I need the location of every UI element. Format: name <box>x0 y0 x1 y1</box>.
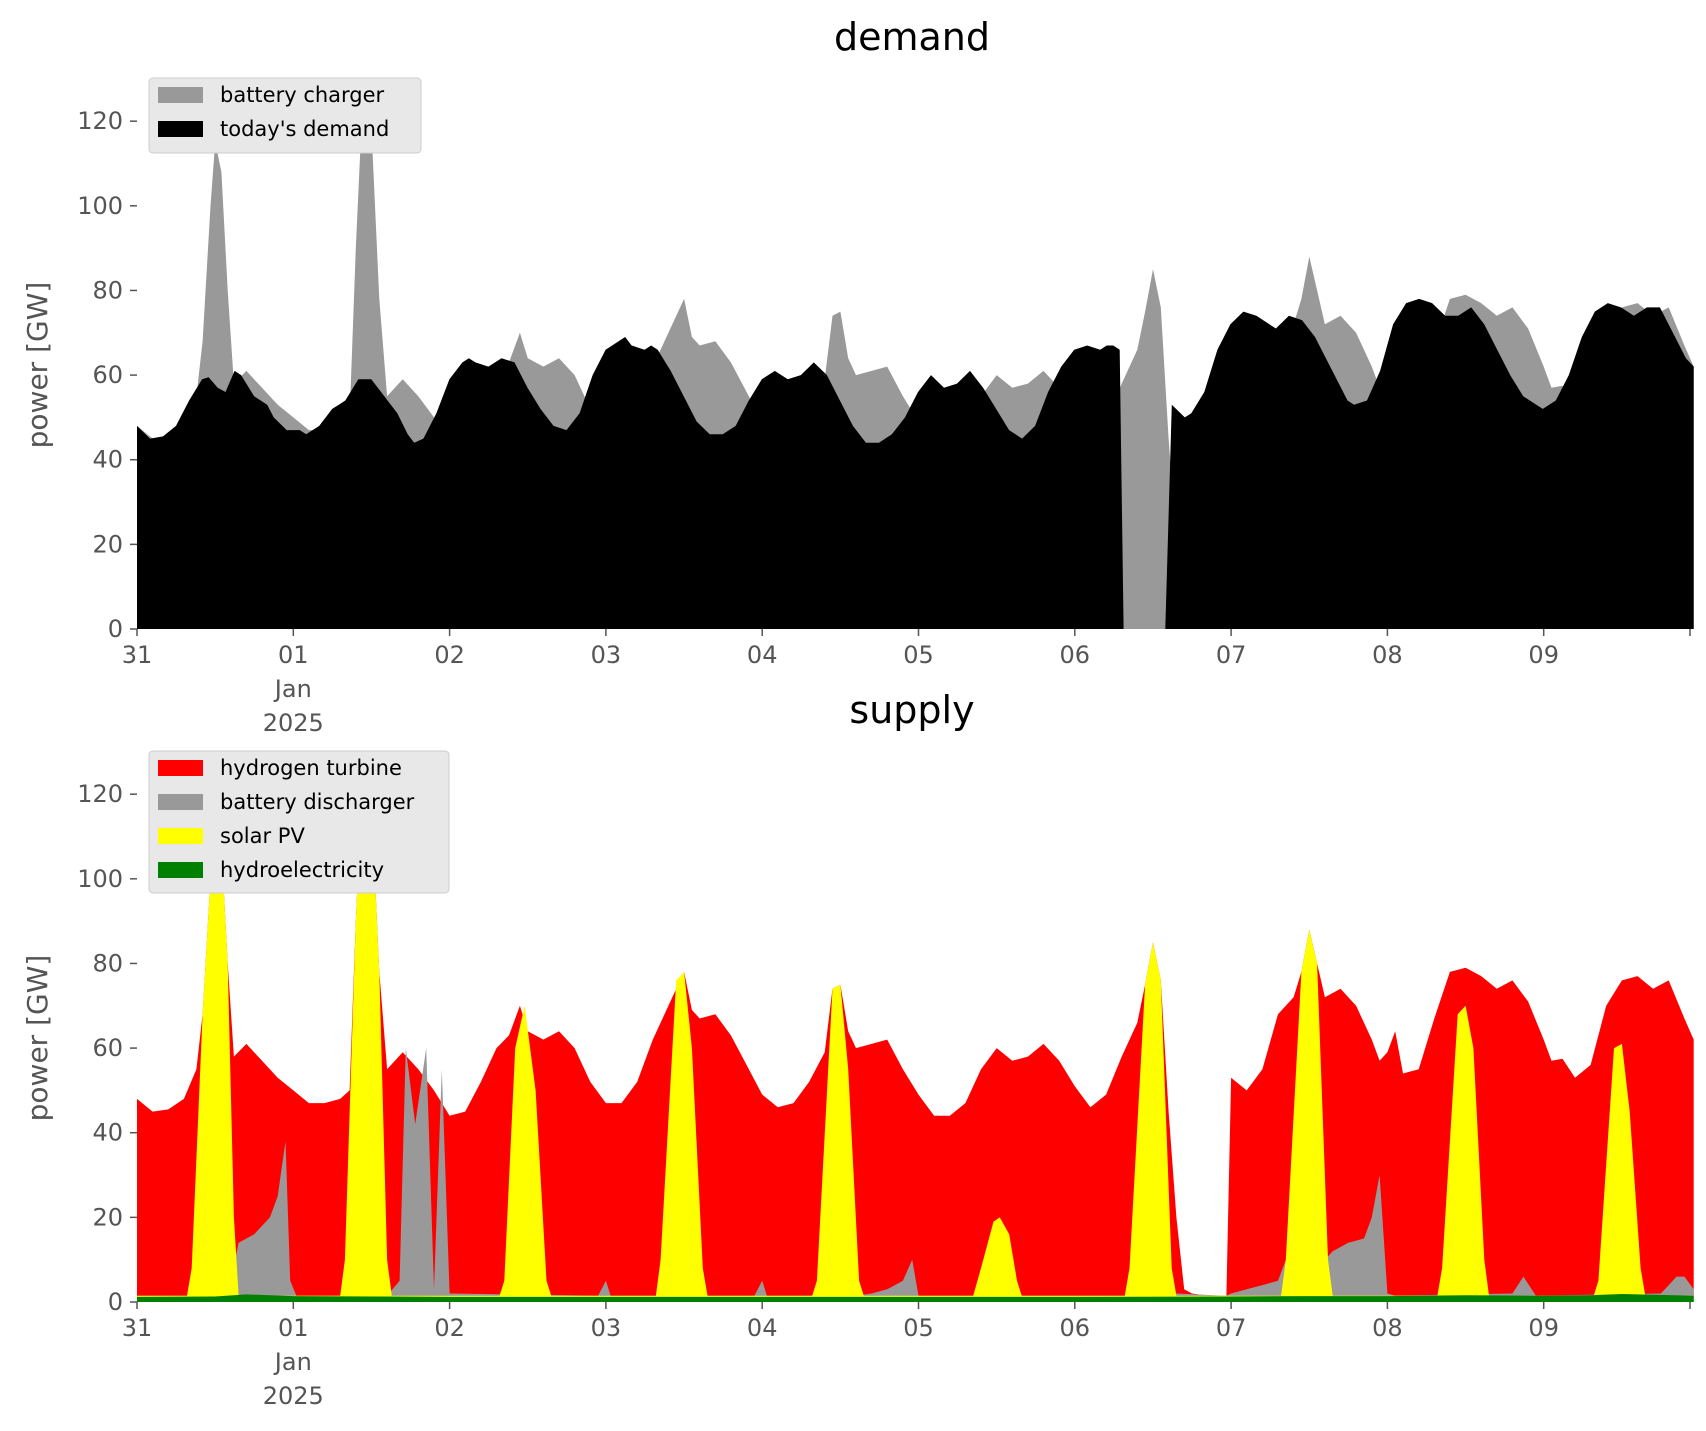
x-tick-label: 08 <box>1372 1314 1403 1342</box>
legend: hydrogen turbine battery discharger solar … <box>148 750 450 894</box>
x-tick-label: Jan <box>273 675 312 703</box>
x-tick-label: 07 <box>1216 641 1247 669</box>
y-tick-label: 120 <box>77 780 123 808</box>
x-tick-label: 06 <box>1060 1314 1091 1342</box>
legend-swatch <box>158 794 203 810</box>
y-tick-label: 60 <box>92 1034 123 1062</box>
x-tick-label: 2025 <box>263 1382 324 1410</box>
y-tick-label: 60 <box>92 361 123 389</box>
legend-label: battery discharger <box>220 790 415 814</box>
x-tick-label: 02 <box>434 1314 465 1342</box>
axes: 0 20 40 60 80 100 120 31 01 Jan 2025 02 03 04 05 06 07 08… <box>77 780 1691 1410</box>
axes: 0 20 40 60 80 100 120 31 01 Jan 2025 02 03 04 05 06 07 08… <box>77 107 1691 737</box>
legend-label: today's demand <box>220 117 389 141</box>
legend-swatch <box>158 862 203 878</box>
x-tick-label: 09 <box>1528 1314 1559 1342</box>
x-tick-label: 09 <box>1528 641 1559 669</box>
x-tick-label: Jan <box>273 1348 312 1376</box>
legend-label: hydroelectricity <box>220 858 384 882</box>
y-tick-label: 0 <box>108 615 123 643</box>
plot-area <box>137 78 1694 629</box>
legend-swatch <box>158 828 203 844</box>
legend-label: solar PV <box>220 824 305 848</box>
y-axis-label: power [GW] <box>21 282 54 449</box>
x-tick-label: 03 <box>591 1314 622 1342</box>
legend-swatch <box>158 121 203 137</box>
chart-title: supply <box>849 688 974 732</box>
y-tick-label: 80 <box>92 276 123 304</box>
legend-label: hydrogen turbine <box>220 756 402 780</box>
y-tick-label: 0 <box>108 1288 123 1316</box>
chart-title: demand <box>834 15 990 59</box>
x-tick-label: 05 <box>903 1314 934 1342</box>
x-tick-label: 2025 <box>263 709 324 737</box>
x-tick-label: 02 <box>434 641 465 669</box>
x-tick-label: 06 <box>1060 641 1091 669</box>
x-tick-label: 01 <box>278 641 309 669</box>
series-area-2 <box>137 751 1694 1302</box>
legend-label: battery charger <box>220 83 385 107</box>
y-tick-label: 20 <box>92 530 123 558</box>
series-area-1 <box>137 298 1694 629</box>
x-tick-label: 07 <box>1216 1314 1247 1342</box>
legend-box <box>148 77 422 154</box>
x-tick-label: 31 <box>122 1314 153 1342</box>
x-tick-label: 01 <box>278 1314 309 1342</box>
y-tick-label: 100 <box>77 192 123 220</box>
y-tick-label: 80 <box>92 949 123 977</box>
x-tick-label: 04 <box>747 641 778 669</box>
y-tick-label: 20 <box>92 1203 123 1231</box>
legend: battery charger today's demand <box>148 77 422 154</box>
series-area-3 <box>137 1294 1694 1302</box>
x-tick-label: 04 <box>747 1314 778 1342</box>
legend-box <box>148 750 450 894</box>
x-tick-label: 08 <box>1372 641 1403 669</box>
x-tick-label: 05 <box>903 641 934 669</box>
legend-swatch <box>158 760 203 776</box>
legend-swatch <box>158 87 203 103</box>
y-tick-label: 40 <box>92 446 123 474</box>
x-tick-label: 31 <box>122 641 153 669</box>
y-tick-label: 120 <box>77 107 123 135</box>
plot-area <box>137 751 1694 1302</box>
y-axis-label: power [GW] <box>21 955 54 1122</box>
x-tick-label: 03 <box>591 641 622 669</box>
y-tick-label: 100 <box>77 865 123 893</box>
y-tick-label: 40 <box>92 1119 123 1147</box>
